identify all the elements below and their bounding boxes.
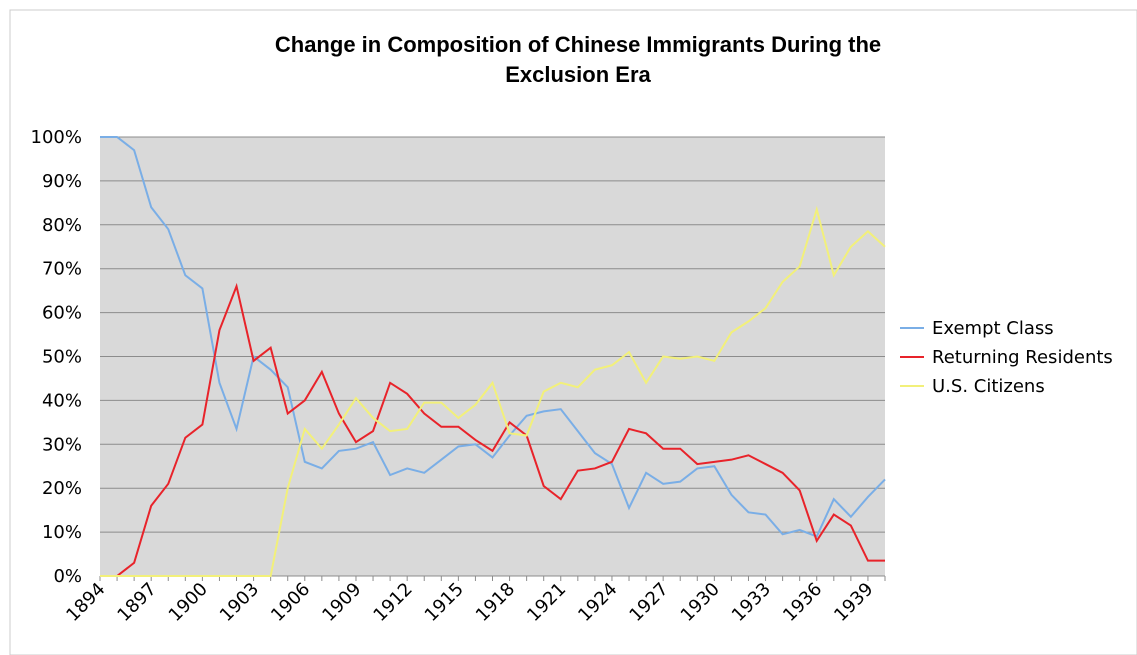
chart-title: Change in Composition of Chinese Immigra…	[275, 32, 881, 57]
line-series	[100, 205, 886, 577]
y-tick-label: 70%	[42, 259, 82, 280]
line-series	[100, 136, 886, 538]
y-tick-label: 50%	[42, 347, 82, 368]
legend-label: Returning Residents	[932, 347, 1113, 368]
line-series	[100, 282, 885, 577]
y-tick-label: 80%	[42, 215, 82, 236]
y-tick-label: 20%	[42, 478, 82, 499]
y-tick-label: 40%	[42, 390, 82, 411]
y-tick-label: 30%	[42, 434, 82, 455]
y-tick-label: 0%	[53, 566, 82, 587]
legend-label: Exempt Class	[932, 318, 1054, 339]
legend-label: U.S. Citizens	[932, 376, 1045, 397]
y-tick-label: 10%	[42, 522, 82, 543]
y-tick-label: 100%	[31, 127, 82, 148]
chart-title: Exclusion Era	[505, 62, 651, 87]
y-tick-label: 60%	[42, 303, 82, 324]
frame	[9, 9, 1137, 655]
y-tick-label: 90%	[42, 171, 82, 192]
